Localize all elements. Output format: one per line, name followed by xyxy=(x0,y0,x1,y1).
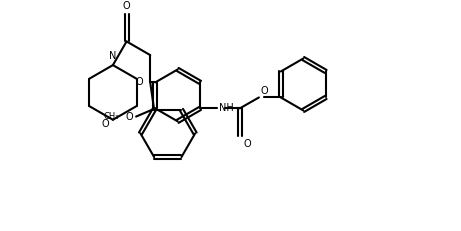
Text: NH: NH xyxy=(219,103,233,113)
Text: O: O xyxy=(125,112,133,122)
Text: O: O xyxy=(261,85,268,95)
Text: O: O xyxy=(123,1,130,11)
Text: O: O xyxy=(244,139,251,149)
Text: CH₃: CH₃ xyxy=(103,112,118,121)
Text: N: N xyxy=(109,51,117,61)
Text: O: O xyxy=(136,77,143,87)
Text: O: O xyxy=(101,119,109,129)
